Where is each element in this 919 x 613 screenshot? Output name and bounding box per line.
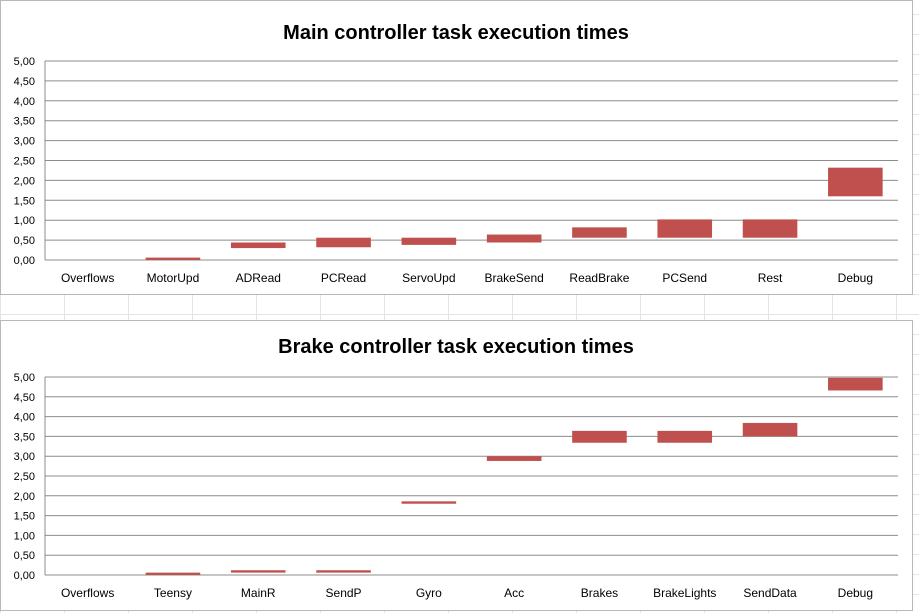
bar-gyro[interactable] <box>401 501 457 504</box>
y-tick-label: 3,00 <box>14 451 35 463</box>
bar-teensy[interactable] <box>145 572 201 575</box>
y-tick-label: 5,00 <box>14 372 35 384</box>
category-label: PCSend <box>662 271 707 285</box>
bar-debug[interactable] <box>828 167 883 197</box>
bar-readbrake[interactable] <box>572 227 627 238</box>
bar-brakesend[interactable] <box>486 234 542 243</box>
bar-rest[interactable] <box>742 219 798 238</box>
y-tick-label: 0,00 <box>14 255 35 267</box>
bar-servoupd[interactable] <box>401 237 457 245</box>
bar-sendp[interactable] <box>316 570 371 573</box>
category-label: ADRead <box>236 271 281 285</box>
category-label: Gyro <box>416 586 442 600</box>
y-tick-label: 3,50 <box>14 116 35 128</box>
category-label: Debug <box>838 586 873 600</box>
y-tick-label: 1,50 <box>14 511 35 523</box>
bar-brakes[interactable] <box>572 430 627 443</box>
category-label: MotorUpd <box>147 271 200 285</box>
category-label: Brakes <box>581 586 618 600</box>
category-label: SendData <box>743 586 797 600</box>
y-tick-label: 2,00 <box>14 491 35 503</box>
bar-motorupd[interactable] <box>145 257 201 260</box>
category-label: BrakeSend <box>484 271 543 285</box>
y-tick-label: 1,00 <box>14 530 35 542</box>
category-label: Overflows <box>61 586 114 600</box>
chart-title: Brake controller task execution times <box>278 336 634 358</box>
y-tick-label: 4,00 <box>14 96 35 108</box>
brake-controller-chart-svg: Brake controller task execution times 0,… <box>14 336 898 600</box>
y-tick-label: 4,00 <box>14 412 35 424</box>
bar-mainr[interactable] <box>230 570 286 573</box>
category-label: MainR <box>241 586 276 600</box>
category-label: Acc <box>504 586 524 600</box>
category-label: Overflows <box>61 271 114 285</box>
bar-debug[interactable] <box>828 377 883 391</box>
category-label: Debug <box>838 271 873 285</box>
y-tick-label: 2,50 <box>14 471 35 483</box>
category-label: ReadBrake <box>569 271 629 285</box>
y-tick-label: 3,00 <box>14 136 35 148</box>
bar-pcread[interactable] <box>316 237 371 248</box>
y-tick-label: 1,50 <box>14 195 35 207</box>
category-label: SendP <box>326 586 362 600</box>
y-tick-label: 4,50 <box>14 76 35 88</box>
y-tick-label: 0,50 <box>14 235 35 247</box>
category-label: ServoUpd <box>402 271 455 285</box>
brake-controller-chart[interactable]: Brake controller task execution times 0,… <box>0 320 913 611</box>
y-tick-label: 4,50 <box>14 392 35 404</box>
main-controller-chart[interactable]: Main controller task execution times 0,0… <box>0 0 913 295</box>
chart-title: Main controller task execution times <box>283 22 629 44</box>
bar-acc[interactable] <box>486 456 542 461</box>
main-controller-chart-svg: Main controller task execution times 0,0… <box>14 22 898 285</box>
bar-pcsend[interactable] <box>657 219 713 238</box>
category-label: Rest <box>758 271 783 285</box>
bar-adread[interactable] <box>230 242 286 249</box>
y-tick-label: 0,00 <box>14 570 35 582</box>
y-tick-label: 2,50 <box>14 156 35 168</box>
category-label: BrakeLights <box>653 586 716 600</box>
y-tick-label: 5,00 <box>14 56 35 68</box>
category-label: PCRead <box>321 271 366 285</box>
y-tick-label: 0,50 <box>14 550 35 562</box>
category-label: Teensy <box>154 586 192 600</box>
bar-senddata[interactable] <box>742 422 798 437</box>
y-tick-label: 2,00 <box>14 175 35 187</box>
y-tick-label: 3,50 <box>14 431 35 443</box>
y-tick-label: 1,00 <box>14 215 35 227</box>
bar-brakelights[interactable] <box>657 430 713 443</box>
